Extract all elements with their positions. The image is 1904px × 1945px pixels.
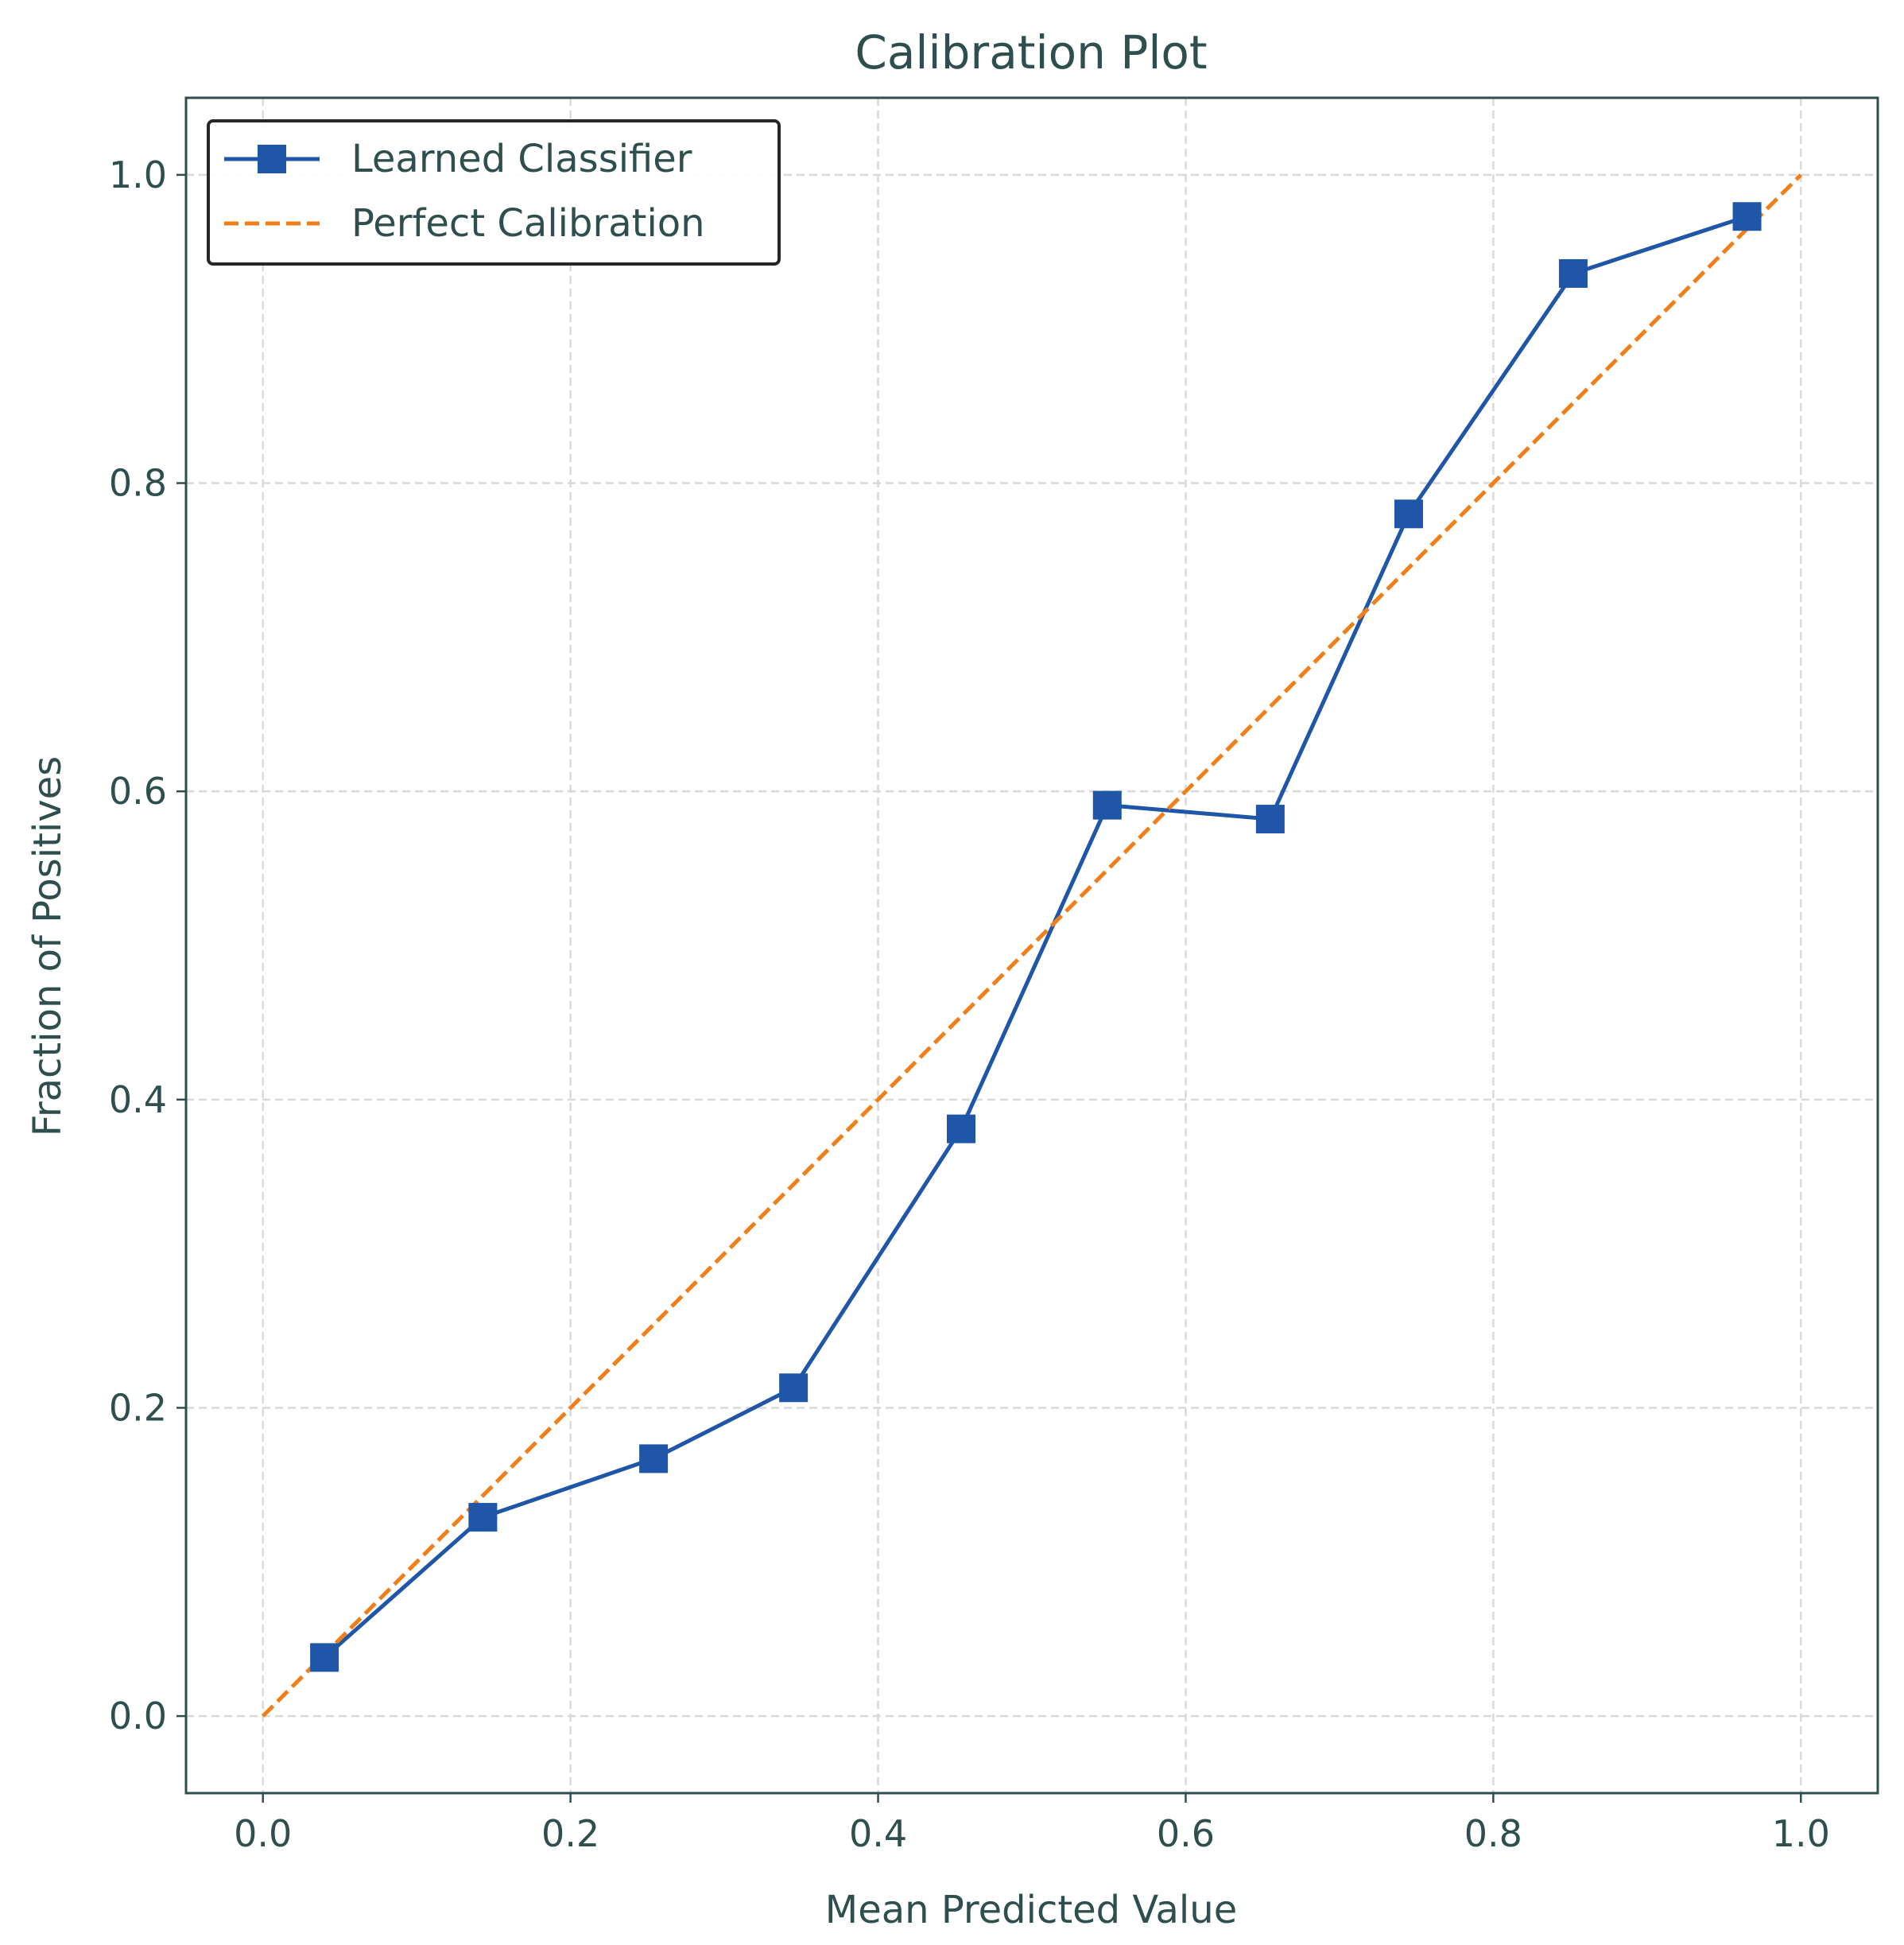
plot-series bbox=[261, 173, 1803, 1718]
x-tick-label: 0.8 bbox=[1464, 1812, 1522, 1855]
learned-classifier-point bbox=[1732, 202, 1762, 231]
learned-classifier-point bbox=[947, 1114, 976, 1143]
x-tick-label: 0.0 bbox=[234, 1812, 292, 1855]
learned-classifier-line bbox=[323, 214, 1748, 1660]
x-tick-label: 0.4 bbox=[849, 1812, 907, 1855]
y-tick-label: 0.0 bbox=[109, 1695, 167, 1737]
chart-title: Calibration Plot bbox=[855, 25, 1207, 80]
x-tick-label: 0.6 bbox=[1157, 1812, 1215, 1855]
y-tick-label: 0.6 bbox=[109, 770, 167, 813]
x-tick-label: 0.2 bbox=[541, 1812, 599, 1855]
learned-classifier-point bbox=[310, 1643, 339, 1672]
grid-lines bbox=[186, 98, 1878, 1793]
learned-classifier-point bbox=[1558, 258, 1588, 288]
perfect-calibration-line bbox=[261, 173, 1803, 1718]
axes-frame bbox=[184, 96, 1879, 1795]
legend-frame bbox=[207, 119, 781, 266]
legend-label-learned-classifier: Learned Classifier bbox=[351, 137, 692, 181]
learned-classifier-point bbox=[1394, 499, 1423, 529]
legend-label-perfect-calibration: Perfect Calibration bbox=[351, 201, 705, 246]
y-axis-label: Fraction of Positives bbox=[25, 756, 70, 1136]
y-tick-label: 0.2 bbox=[109, 1386, 167, 1429]
legend: Learned Classifier Perfect Calibration bbox=[207, 119, 781, 266]
learned-classifier-point bbox=[1255, 805, 1285, 834]
axis-ticks: 0.0 0.2 0.4 0.6 0.8 1.0 0.0 0.2 0.4 0.6 0.8 1.0 bbox=[109, 153, 1830, 1855]
learned-classifier-point bbox=[1092, 790, 1122, 820]
learned-classifier-point bbox=[639, 1444, 669, 1473]
legend-marker-learned-classifier bbox=[258, 145, 286, 173]
learned-classifier-point bbox=[468, 1503, 498, 1532]
x-axis-label: Mean Predicted Value bbox=[825, 1888, 1237, 1932]
y-tick-label: 1.0 bbox=[109, 153, 167, 196]
x-tick-label: 1.0 bbox=[1772, 1812, 1830, 1855]
y-tick-label: 0.8 bbox=[109, 462, 167, 505]
y-tick-label: 0.4 bbox=[109, 1078, 167, 1121]
learned-classifier-point bbox=[779, 1373, 809, 1403]
